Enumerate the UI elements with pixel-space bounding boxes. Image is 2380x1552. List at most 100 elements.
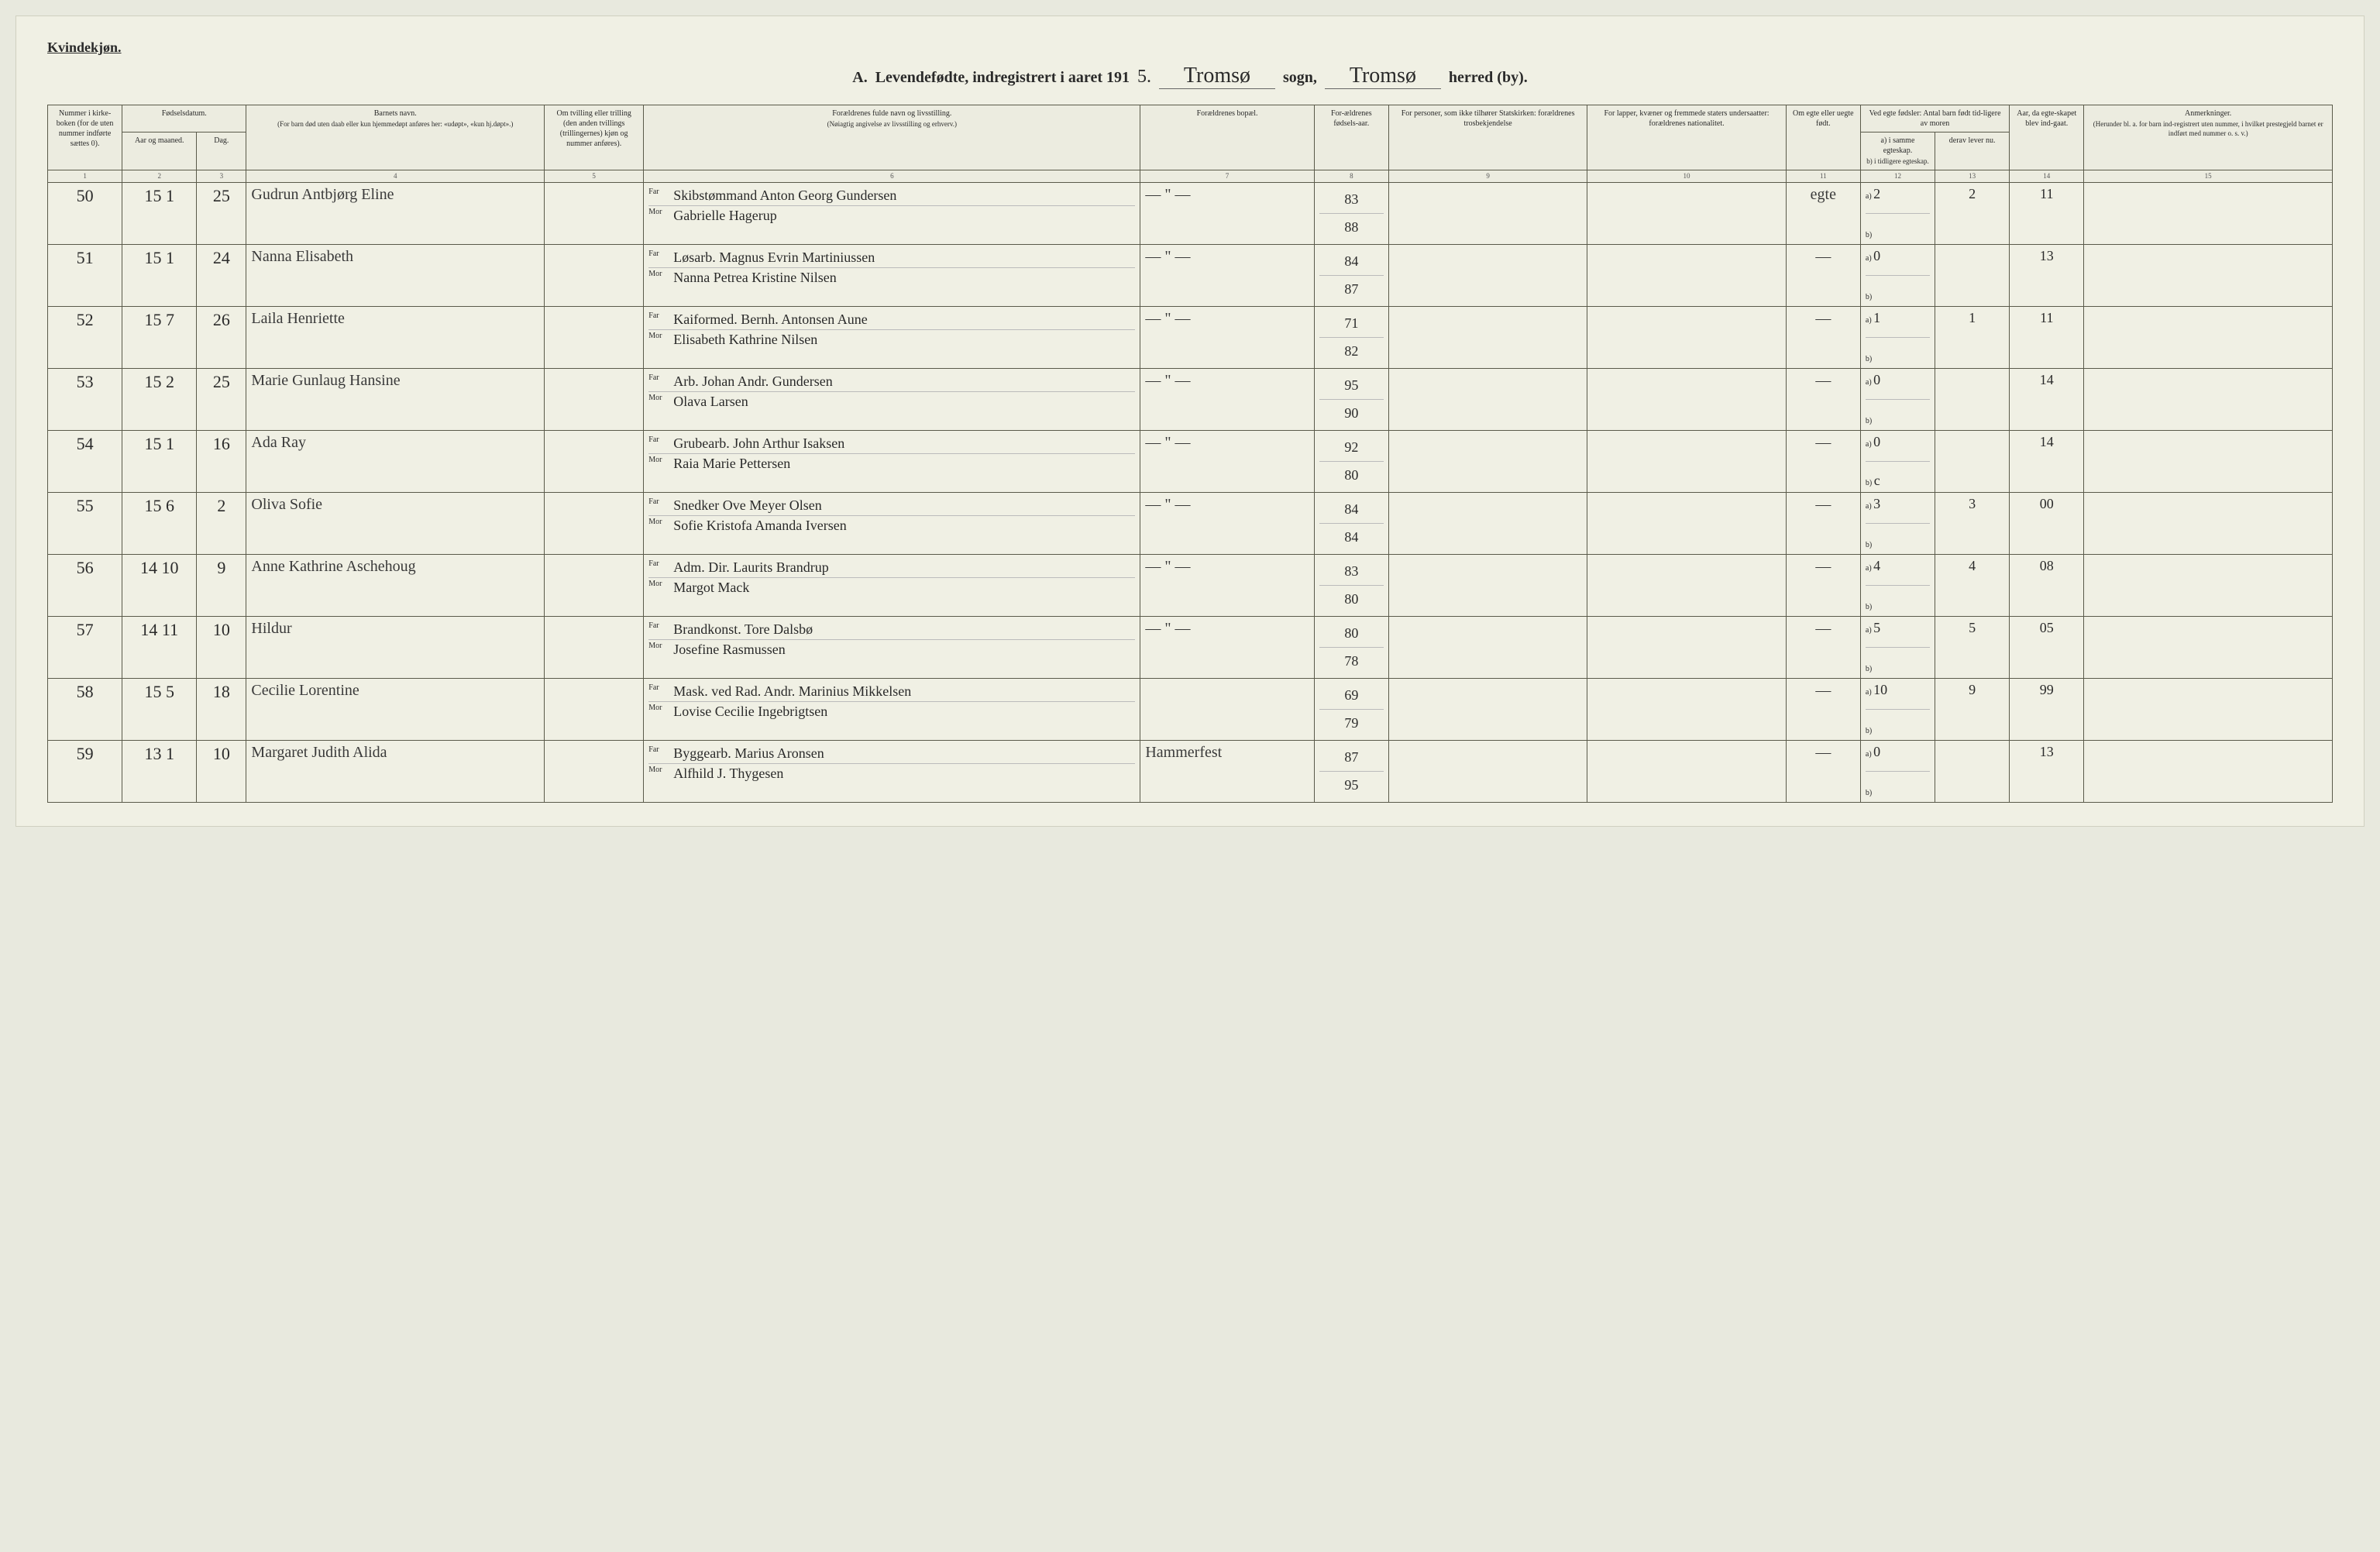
nationality [1587,369,1786,431]
marriage-year: 11 [2010,307,2084,369]
day: 25 [197,369,246,431]
table-row: 56 14 10 9 Anne Kathrine Aschehoug FarAd… [48,555,2333,617]
egte: — [1786,555,1860,617]
nationality [1587,493,1786,555]
marriage-year: 05 [2010,617,2084,679]
header-main: Levendefødte, indregistrert i aaret 191 [875,69,1130,87]
year-month: 15 7 [122,307,197,369]
year-month: 13 1 [122,741,197,803]
row-number: 56 [48,555,122,617]
bopel: — " — [1140,307,1314,369]
nationality [1587,679,1786,741]
year-month: 15 2 [122,369,197,431]
parents: FarSnedker Ove Meyer Olsen MorSofie Kris… [644,493,1140,555]
table-row: 53 15 2 25 Marie Gunlaug Hansine FarArb.… [48,369,2333,431]
col-15-header: Anmerkninger. (Herunder bl. a. for barn … [2084,105,2333,170]
marriage-year: 99 [2010,679,2084,741]
year-month: 14 10 [122,555,197,617]
parents: FarAdm. Dir. Laurits Brandrup MorMargot … [644,555,1140,617]
remarks [2084,493,2333,555]
remarks [2084,617,2333,679]
birth-years: 83 80 [1314,555,1388,617]
year-month: 15 6 [122,493,197,555]
living: 4 [1935,555,2010,617]
prev-children: a) 1 b) [1860,307,1935,369]
table-row: 54 15 1 16 Ada Ray FarGrubearb. John Art… [48,431,2333,493]
religion [1388,183,1587,245]
prev-children: a) 0 b) [1860,741,1935,803]
child-name: Marie Gunlaug Hansine [246,369,545,431]
bopel: — " — [1140,369,1314,431]
day: 9 [197,555,246,617]
table-row: 50 15 1 25 Gudrun Antbjørg Eline FarSkib… [48,183,2333,245]
religion [1388,307,1587,369]
living: 1 [1935,307,2010,369]
year-month: 14 11 [122,617,197,679]
parents: FarMask. ved Rad. Andr. Marinius Mikkels… [644,679,1140,741]
row-number: 52 [48,307,122,369]
bopel: — " — [1140,493,1314,555]
living [1935,369,2010,431]
birth-years: 84 87 [1314,245,1388,307]
col-2-3-group: Fødselsdatum. [122,105,246,132]
header-prefix: A. [852,69,867,87]
table-head: Nummer i kirke-boken (for de uten nummer… [48,105,2333,183]
child-name: Cecilie Lorentine [246,679,545,741]
remarks [2084,183,2333,245]
marriage-year: 14 [2010,369,2084,431]
child-name: Laila Henriette [246,307,545,369]
egte: — [1786,493,1860,555]
living [1935,741,2010,803]
egte: — [1786,245,1860,307]
living: 3 [1935,493,2010,555]
col-1-header: Nummer i kirke-boken (for de uten nummer… [48,105,122,170]
nationality [1587,741,1786,803]
child-name: Hildur [246,617,545,679]
parents: FarArb. Johan Andr. Gundersen MorOlava L… [644,369,1140,431]
religion [1388,369,1587,431]
religion [1388,679,1587,741]
remarks [2084,555,2333,617]
religion [1388,431,1587,493]
col-2-header: Aar og maaned. [122,132,197,170]
herred-value: Tromsø [1325,64,1441,89]
remarks [2084,307,2333,369]
birth-years: 69 79 [1314,679,1388,741]
bopel: — " — [1140,183,1314,245]
twin [545,493,644,555]
child-name: Ada Ray [246,431,545,493]
year-month: 15 5 [122,679,197,741]
twin [545,183,644,245]
marriage-year: 13 [2010,245,2084,307]
nationality [1587,555,1786,617]
religion [1388,741,1587,803]
col-13-header: derav lever nu. [1935,132,2010,170]
birth-years: 95 90 [1314,369,1388,431]
marriage-year: 08 [2010,555,2084,617]
prev-children: a) 0 b) [1860,369,1935,431]
living: 9 [1935,679,2010,741]
parents: FarSkibstømmand Anton Georg Gundersen Mo… [644,183,1140,245]
col-9-header: For personer, som ikke tilhører Statskir… [1388,105,1587,170]
row-number: 58 [48,679,122,741]
row-number: 51 [48,245,122,307]
egte: — [1786,431,1860,493]
twin [545,431,644,493]
day: 24 [197,245,246,307]
religion [1388,493,1587,555]
table-row: 57 14 11 10 Hildur FarBrandkonst. Tore D… [48,617,2333,679]
row-number: 59 [48,741,122,803]
twin [545,741,644,803]
egte: — [1786,369,1860,431]
egte: egte [1786,183,1860,245]
col-12a-header: a) i samme egteskap. b) i tidligere egte… [1860,132,1935,170]
table-row: 55 15 6 2 Oliva Sofie FarSnedker Ove Mey… [48,493,2333,555]
row-number: 50 [48,183,122,245]
year-month: 15 1 [122,431,197,493]
col-8-header: For-ældrenes fødsels-aar. [1314,105,1388,170]
twin [545,617,644,679]
child-name: Margaret Judith Alida [246,741,545,803]
day: 18 [197,679,246,741]
col-6-header: Forældrenes fulde navn og livsstilling. … [644,105,1140,170]
table-body: 50 15 1 25 Gudrun Antbjørg Eline FarSkib… [48,183,2333,803]
